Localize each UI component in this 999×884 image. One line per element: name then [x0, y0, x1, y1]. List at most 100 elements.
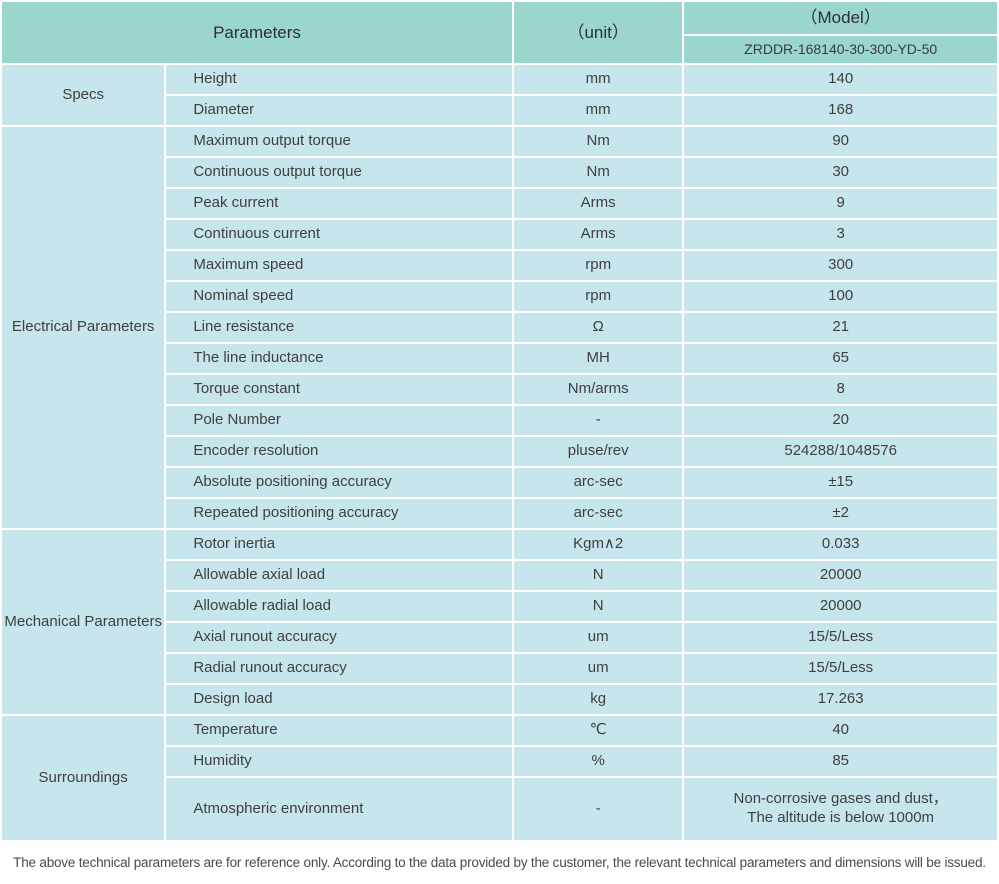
param-cell: Continuous current	[166, 220, 513, 249]
table-row: Maximum speed rpm 300	[2, 251, 997, 280]
parameters-header: Parameters	[2, 2, 513, 63]
param-cell: Maximum output torque	[166, 127, 513, 156]
value-cell: 21	[684, 313, 997, 342]
table-row: Allowable radial load N 20000	[2, 592, 997, 621]
table-row: Atmospheric environment - Non-corrosive …	[2, 778, 997, 840]
unit-cell: rpm	[514, 282, 683, 311]
spec-table: Parameters （unit） （Model） ZRDDR-168140-3…	[0, 0, 999, 842]
table-row: Allowable axial load N 20000	[2, 561, 997, 590]
unit-cell: pluse/rev	[514, 437, 683, 466]
value-cell: ±15	[684, 468, 997, 497]
param-cell: Peak current	[166, 189, 513, 218]
param-cell: Design load	[166, 685, 513, 714]
table-row: Pole Number - 20	[2, 406, 997, 435]
table-row: Torque constant Nm/arms 8	[2, 375, 997, 404]
unit-cell: mm	[514, 65, 683, 94]
param-cell: Atmospheric environment	[166, 778, 513, 840]
section-specs: Specs Height mm 140 Diameter mm 168	[2, 65, 997, 125]
value-cell: ±2	[684, 499, 997, 528]
value-cell: 30	[684, 158, 997, 187]
param-cell: Diameter	[166, 96, 513, 125]
param-cell: Height	[166, 65, 513, 94]
value-cell: 17.263	[684, 685, 997, 714]
param-cell: Rotor inertia	[166, 530, 513, 559]
value-cell: 40	[684, 716, 997, 745]
value-cell: 0.033	[684, 530, 997, 559]
value-cell: 3	[684, 220, 997, 249]
disclaimer-note: The above technical parameters are for r…	[13, 855, 986, 870]
unit-cell: Arms	[514, 189, 683, 218]
value-cell: Non-corrosive gases and dust， The altitu…	[684, 778, 997, 840]
unit-cell: rpm	[514, 251, 683, 280]
unit-cell: Kgm∧2	[514, 530, 683, 559]
param-cell: Torque constant	[166, 375, 513, 404]
param-cell: Humidity	[166, 747, 513, 776]
table-row: Nominal speed rpm 100	[2, 282, 997, 311]
table-row: Radial runout accuracy um 15/5/Less	[2, 654, 997, 683]
section-label: Mechanical Parameters	[2, 530, 165, 714]
param-cell: Allowable axial load	[166, 561, 513, 590]
unit-cell: Nm/arms	[514, 375, 683, 404]
value-cell: 15/5/Less	[684, 654, 997, 683]
unit-cell: um	[514, 623, 683, 652]
unit-cell: Ω	[514, 313, 683, 342]
value-cell: 100	[684, 282, 997, 311]
unit-cell: ℃	[514, 716, 683, 745]
param-cell: Nominal speed	[166, 282, 513, 311]
param-cell: Axial runout accuracy	[166, 623, 513, 652]
unit-cell: arc-sec	[514, 499, 683, 528]
value-cell: 20000	[684, 561, 997, 590]
param-cell: The line inductance	[166, 344, 513, 373]
table-row: Design load kg 17.263	[2, 685, 997, 714]
unit-cell: Nm	[514, 127, 683, 156]
model-number: ZRDDR-168140-30-300-YD-50	[684, 36, 997, 63]
section-surroundings: Surroundings Temperature ℃ 40 Humidity %…	[2, 716, 997, 840]
unit-cell: arc-sec	[514, 468, 683, 497]
unit-cell: N	[514, 592, 683, 621]
unit-cell: N	[514, 561, 683, 590]
unit-header: （unit）	[514, 2, 683, 63]
section-label: Electrical Parameters	[2, 127, 165, 528]
table-row: Repeated positioning accuracy arc-sec ±2	[2, 499, 997, 528]
param-cell: Maximum speed	[166, 251, 513, 280]
section-label: Specs	[2, 65, 165, 125]
section-label: Surroundings	[2, 716, 165, 840]
table-row: Specs Height mm 140	[2, 65, 997, 125]
value-cell: 90	[684, 127, 997, 156]
unit-cell: -	[514, 406, 683, 435]
value-cell: 15/5/Less	[684, 623, 997, 652]
table-row: Continuous current Arms 3	[2, 220, 997, 249]
unit-cell: Arms	[514, 220, 683, 249]
table-row: Electrical Parameters Maximum output tor…	[2, 127, 997, 528]
table-row: Absolute positioning accuracy arc-sec ±1…	[2, 468, 997, 497]
table-row: Continuous output torque Nm 30	[2, 158, 997, 187]
value-cell: 168	[684, 96, 997, 125]
value-cell: 85	[684, 747, 997, 776]
table-row: Axial runout accuracy um 15/5/Less	[2, 623, 997, 652]
unit-cell: kg	[514, 685, 683, 714]
section-electrical: Electrical Parameters Maximum output tor…	[2, 127, 997, 528]
table-row: Diameter mm 168	[2, 96, 997, 125]
value-cell: 140	[684, 65, 997, 94]
param-cell: Continuous output torque	[166, 158, 513, 187]
param-cell: Line resistance	[166, 313, 513, 342]
value-cell: 300	[684, 251, 997, 280]
value-cell: 9	[684, 189, 997, 218]
table-header: Parameters （unit） （Model） ZRDDR-168140-3…	[2, 2, 997, 63]
param-cell: Absolute positioning accuracy	[166, 468, 513, 497]
table-row: Mechanical Parameters Rotor inertia Kgm∧…	[2, 530, 997, 714]
table-row: Peak current Arms 9	[2, 189, 997, 218]
unit-cell: mm	[514, 96, 683, 125]
model-header: （Model）	[684, 2, 997, 34]
param-cell: Encoder resolution	[166, 437, 513, 466]
value-cell: 20	[684, 406, 997, 435]
section-mechanical: Mechanical Parameters Rotor inertia Kgm∧…	[2, 530, 997, 714]
value-cell: 524288/1048576	[684, 437, 997, 466]
value-cell: 20000	[684, 592, 997, 621]
table-row: The line inductance MH 65	[2, 344, 997, 373]
value-cell: 65	[684, 344, 997, 373]
unit-cell: Nm	[514, 158, 683, 187]
param-cell: Repeated positioning accuracy	[166, 499, 513, 528]
value-cell: 8	[684, 375, 997, 404]
